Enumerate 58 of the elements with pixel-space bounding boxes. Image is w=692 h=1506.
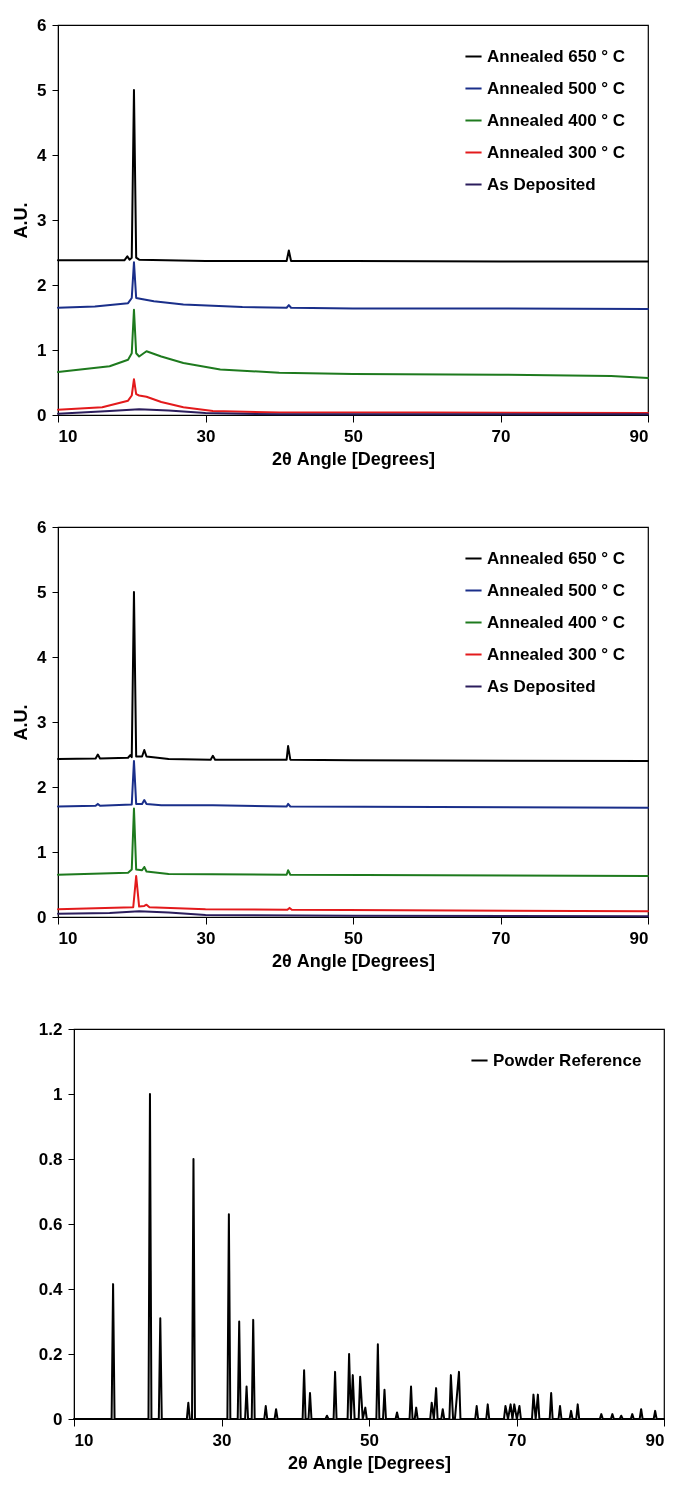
line-series bbox=[57, 760, 649, 809]
x-axis-title: 2θ Angle [Degrees] bbox=[288, 1452, 451, 1473]
x-tick-label: 70 bbox=[507, 1430, 527, 1450]
y-tick-label: 3 bbox=[37, 712, 47, 732]
y-tick-label: 2 bbox=[37, 275, 47, 295]
legend-label: Annealed 500 ° C bbox=[487, 580, 626, 600]
y-tick-label: 0.8 bbox=[38, 1149, 63, 1169]
legend-label: Annealed 400 ° C bbox=[487, 110, 626, 130]
y-tick-label: 0.4 bbox=[38, 1279, 64, 1299]
y-tick-label: 1 bbox=[53, 1084, 63, 1104]
y-tick-label: 1 bbox=[37, 340, 47, 360]
x-tick-label: 90 bbox=[629, 426, 649, 446]
x-tick-label: 50 bbox=[344, 928, 363, 948]
x-tick-label: 10 bbox=[74, 1430, 94, 1450]
line-series bbox=[57, 378, 649, 415]
y-tick-label: 3 bbox=[37, 210, 47, 230]
x-tick-label: 90 bbox=[645, 1430, 665, 1450]
y-tick-label: 4 bbox=[37, 647, 48, 667]
y-tick-label: 1.2 bbox=[38, 1019, 63, 1039]
legend-label: Annealed 300 ° C bbox=[487, 644, 626, 664]
line-series bbox=[57, 261, 649, 311]
y-axis-title: A.U. bbox=[11, 704, 32, 741]
legend-label: Annealed 650 ° C bbox=[487, 548, 626, 568]
y-tick-label: 6 bbox=[37, 15, 47, 35]
x-tick-label: 70 bbox=[491, 426, 511, 446]
line-series bbox=[57, 875, 649, 913]
x-tick-label: 10 bbox=[58, 928, 78, 948]
y-tick-label: 6 bbox=[37, 517, 47, 537]
line-series bbox=[57, 807, 649, 878]
y-tick-label: 5 bbox=[37, 80, 47, 100]
y-tick-label: 0 bbox=[37, 405, 47, 425]
y-tick-label: 0.2 bbox=[38, 1344, 63, 1364]
legend-label: As Deposited bbox=[487, 174, 596, 194]
y-tick-label: 0 bbox=[53, 1409, 63, 1429]
y-tick-label: 0.6 bbox=[38, 1214, 63, 1234]
x-tick-label: 30 bbox=[212, 1430, 232, 1450]
legend-label: As Deposited bbox=[487, 676, 596, 696]
x-tick-label: 50 bbox=[344, 426, 363, 446]
y-tick-label: 5 bbox=[37, 582, 47, 602]
y-tick-label: 0 bbox=[37, 907, 47, 927]
legend-label: Annealed 300 ° C bbox=[487, 142, 626, 162]
x-tick-label: 30 bbox=[196, 426, 216, 446]
legend-label: Annealed 400 ° C bbox=[487, 612, 626, 632]
line-series bbox=[57, 308, 649, 379]
x-tick-label: 10 bbox=[58, 426, 78, 446]
legend-label: Annealed 500 ° C bbox=[487, 78, 626, 98]
x-axis-title: 2θ Angle [Degrees] bbox=[272, 950, 435, 971]
x-tick-label: 90 bbox=[629, 928, 649, 948]
y-axis-title: A.U. bbox=[11, 202, 32, 239]
x-axis-title: 2θ Angle [Degrees] bbox=[272, 448, 435, 469]
x-tick-label: 30 bbox=[196, 928, 216, 948]
y-tick-label: 4 bbox=[37, 145, 48, 165]
y-tick-label: 2 bbox=[37, 777, 47, 797]
x-tick-label: 70 bbox=[491, 928, 511, 948]
legend-label: Annealed 650 ° C bbox=[487, 46, 626, 66]
legend-label: Powder Reference bbox=[493, 1050, 642, 1070]
x-tick-label: 50 bbox=[360, 1430, 379, 1450]
y-tick-label: 1 bbox=[37, 842, 47, 862]
